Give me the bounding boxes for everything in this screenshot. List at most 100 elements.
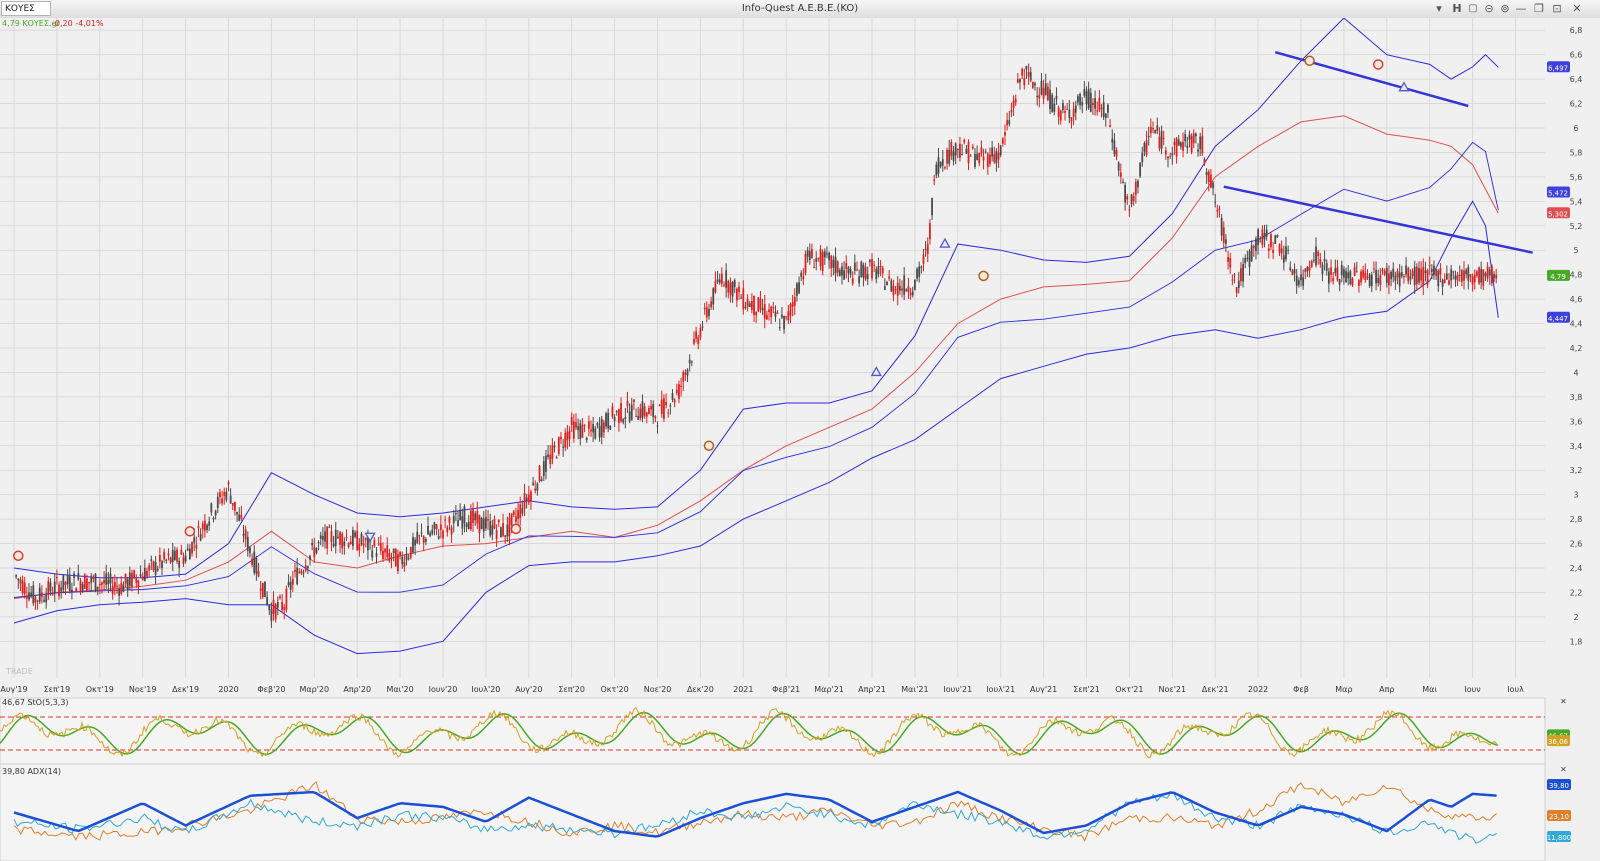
candle-body bbox=[1240, 268, 1242, 282]
candle-body bbox=[866, 274, 869, 279]
lock-icon[interactable]: ⊡ bbox=[1552, 2, 1562, 15]
candle-body bbox=[1263, 233, 1266, 240]
candle-body bbox=[1415, 266, 1418, 285]
signal-triangle-up-icon bbox=[870, 366, 882, 377]
candle-body bbox=[911, 291, 914, 296]
trendline bbox=[1223, 185, 1533, 254]
candle-body bbox=[684, 372, 687, 375]
candle-body bbox=[1420, 268, 1423, 281]
sync-icon[interactable]: ⊚ bbox=[1500, 2, 1510, 15]
candle-body bbox=[489, 521, 492, 536]
candle-body bbox=[1343, 269, 1345, 278]
y-tick-label: 2,2 bbox=[1570, 588, 1583, 597]
y-tick-label: 2,4 bbox=[1570, 564, 1583, 573]
minimize-button[interactable]: — bbox=[1515, 2, 1527, 15]
candle-body bbox=[1179, 142, 1182, 147]
candle-body bbox=[291, 578, 294, 585]
candle-body bbox=[330, 531, 333, 543]
candle-body bbox=[500, 527, 502, 538]
frame-icon[interactable]: ▢ bbox=[1468, 3, 1478, 14]
candle-body bbox=[568, 430, 571, 440]
candle-body bbox=[409, 547, 412, 558]
candle-body bbox=[1188, 134, 1191, 140]
candle-body bbox=[236, 511, 238, 515]
candle-body bbox=[246, 537, 249, 551]
candle-body bbox=[787, 311, 790, 321]
candle-body bbox=[1255, 238, 1257, 251]
candle-body bbox=[1430, 269, 1433, 272]
bollinger-middle-line bbox=[13, 141, 1499, 598]
candle-body bbox=[116, 585, 118, 587]
candle-body bbox=[1315, 246, 1317, 266]
candle-body bbox=[40, 592, 43, 598]
x-tick-label: Νοε'20 bbox=[644, 685, 672, 694]
x-tick-label: Μαι bbox=[1422, 685, 1437, 694]
candle-body bbox=[1237, 280, 1240, 289]
candle-body bbox=[989, 154, 991, 164]
candle-body bbox=[86, 578, 88, 591]
candle-body bbox=[1059, 110, 1062, 121]
adx-legend: 39,80 ADX(14) bbox=[2, 767, 61, 776]
candle-body bbox=[572, 421, 575, 439]
candle-body bbox=[158, 555, 161, 562]
candle-body bbox=[21, 580, 24, 594]
candle-body bbox=[748, 303, 751, 307]
candle-body bbox=[178, 560, 181, 568]
candle-body bbox=[1130, 194, 1133, 205]
candle-body bbox=[1057, 107, 1060, 117]
candle-body bbox=[1433, 265, 1435, 275]
x-tick-label: Φεβ bbox=[1293, 685, 1309, 694]
candle-body bbox=[1379, 275, 1382, 285]
candle-body bbox=[1443, 279, 1446, 283]
chevron-down-icon[interactable]: ▾ bbox=[1436, 2, 1442, 15]
candle-body bbox=[137, 580, 140, 587]
candle-body bbox=[898, 285, 901, 291]
candle-body bbox=[1169, 155, 1172, 157]
candle-body bbox=[1160, 130, 1163, 149]
candle-body bbox=[1006, 120, 1009, 126]
candle-body bbox=[714, 281, 717, 293]
y-tick-label: 5,8 bbox=[1570, 148, 1583, 157]
candle-body bbox=[1300, 274, 1302, 281]
price-chart[interactable]: 1,8 2 2,2 2,4 2,6 2,8 3 3,2 3,4 3,6 3,8 4 4,2 4,4 4,6 4… bbox=[0, 18, 1600, 861]
candle-body bbox=[482, 518, 485, 532]
candle-body bbox=[493, 519, 496, 529]
candle-body bbox=[1450, 269, 1453, 281]
y-tick-label: 3,4 bbox=[1570, 442, 1583, 451]
history-button[interactable]: H bbox=[1452, 2, 1462, 15]
candle-body bbox=[1102, 102, 1105, 118]
candle-body bbox=[708, 308, 710, 317]
symbol-input[interactable]: ΚΟΥΕΣ bbox=[1, 1, 51, 16]
restore-button[interactable]: ❐ bbox=[1534, 2, 1544, 15]
candle-body bbox=[199, 534, 202, 541]
candle-body bbox=[1368, 274, 1371, 287]
candle-body bbox=[1295, 275, 1298, 287]
candle-body bbox=[1293, 269, 1296, 274]
candle-body bbox=[1396, 271, 1399, 278]
candle-body bbox=[669, 405, 672, 407]
candle-body bbox=[598, 425, 601, 438]
x-tick-label: Δεκ'20 bbox=[687, 685, 714, 694]
candle-body bbox=[538, 465, 541, 482]
candle-body bbox=[826, 253, 828, 255]
candle-body bbox=[778, 327, 781, 329]
candle-body bbox=[1038, 95, 1041, 99]
candle-body bbox=[424, 539, 427, 542]
candle-body bbox=[478, 514, 481, 533]
x-tick-label: Οκτ'20 bbox=[600, 685, 628, 694]
candle-body bbox=[1089, 92, 1092, 112]
candle-body bbox=[407, 557, 410, 559]
candle-body bbox=[1486, 266, 1489, 279]
x-tick-label: Ιουλ bbox=[1507, 685, 1524, 694]
candle-body bbox=[630, 404, 633, 420]
candle-body bbox=[326, 526, 329, 549]
link-icon[interactable]: ⊝ bbox=[1484, 2, 1494, 15]
candle-body bbox=[849, 268, 852, 275]
candle-body bbox=[596, 422, 599, 426]
candle-body bbox=[656, 425, 659, 427]
close-button[interactable]: ✕ bbox=[1572, 2, 1582, 15]
candle-body bbox=[1025, 66, 1028, 70]
x-tick-label: Ιουλ'20 bbox=[471, 685, 500, 694]
candle-body bbox=[941, 159, 944, 166]
candle-body bbox=[1475, 271, 1478, 276]
